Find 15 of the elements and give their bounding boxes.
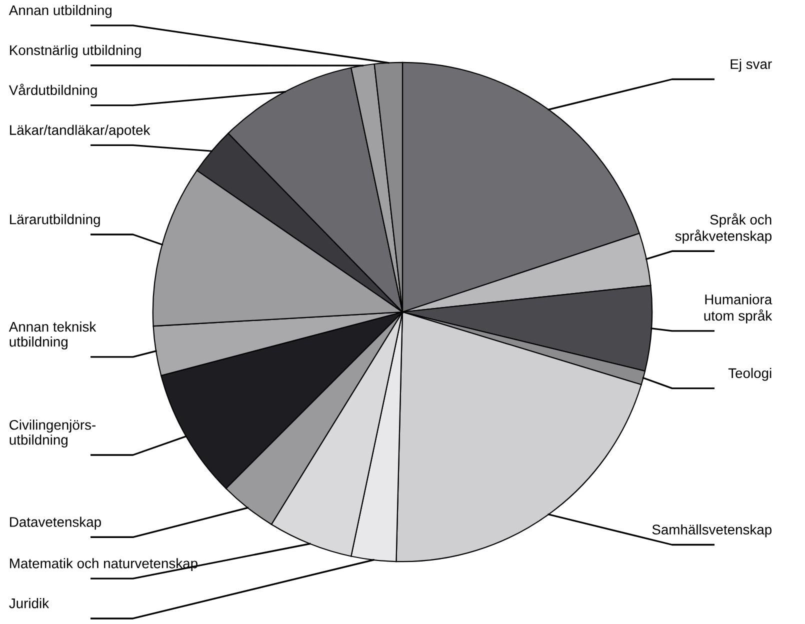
slice-label: Läkar/tandläkar/apotek: [10, 124, 150, 138]
slice-label: Språk och språkvetenskap: [675, 213, 772, 244]
slice-label: Juridik: [9, 598, 50, 608]
slice-label: Samhällsvetenskap: [652, 524, 772, 538]
slice-label: Lärarutbildning: [10, 214, 100, 228]
slice-label: Annan teknisk utbildning: [8, 322, 96, 350]
slice-label: Annan utbildning: [8, 4, 112, 18]
slice-label: Humaniora utom språk: [704, 294, 772, 324]
slice-label: Konstnärlig utbildning: [10, 44, 141, 58]
slice-label: Teologi: [728, 368, 772, 381]
slice-label: Matematik och naturvetenskap: [10, 558, 198, 572]
slice-label: Ej svar: [730, 58, 772, 72]
slice-label: Civilingenjörs- utbildning: [10, 420, 96, 448]
slice-label: Datavetenskap: [10, 516, 101, 530]
slice-label: Vårdutbildning: [8, 84, 97, 98]
